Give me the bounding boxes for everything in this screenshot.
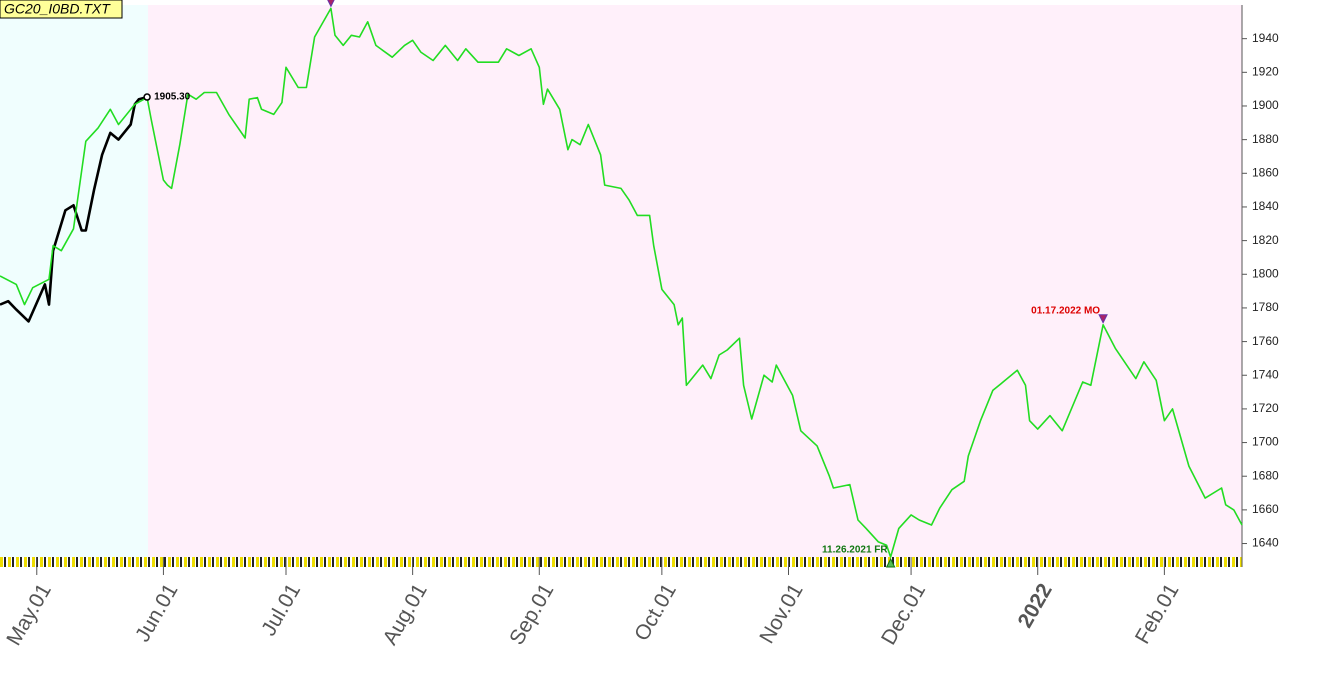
x-tick-label: Nov.01 xyxy=(755,580,807,648)
x-tick-label: Aug.01 xyxy=(379,580,432,649)
annotation-label: 01.17.2022 MO xyxy=(1031,305,1100,316)
x-tick-label: Sep.01 xyxy=(505,580,558,649)
x-tick-label: Jun.01 xyxy=(131,580,182,646)
price-line xyxy=(0,95,148,323)
y-tick-label: 1840 xyxy=(1252,199,1279,213)
y-tick-label: 1900 xyxy=(1252,98,1279,112)
x-tick-label: Dec.01 xyxy=(877,580,930,649)
y-tick-label: 1720 xyxy=(1252,401,1279,415)
x-axis-strip xyxy=(0,557,1242,567)
y-tick-label: 1820 xyxy=(1252,233,1279,247)
y-tick-label: 1760 xyxy=(1252,334,1279,348)
peak-marker xyxy=(327,0,335,8)
price-line xyxy=(0,7,1243,558)
last-value-marker xyxy=(143,93,151,101)
y-tick-label: 1860 xyxy=(1252,165,1279,179)
forecast-background xyxy=(148,5,1242,557)
y-tick-label: 1800 xyxy=(1252,266,1279,280)
x-tick-label: 2022 xyxy=(1014,580,1057,632)
annotation-label: 11.26.2021 FR xyxy=(822,545,888,556)
y-tick-label: 1780 xyxy=(1252,300,1279,314)
y-tick-label: 1680 xyxy=(1252,468,1279,482)
x-tick-label: Oct.01 xyxy=(630,580,681,645)
trough-marker xyxy=(885,557,896,568)
chart-title: GC20_I0BD.TXT xyxy=(4,1,111,17)
history-background xyxy=(0,5,148,557)
y-tick-label: 1700 xyxy=(1252,435,1279,449)
y-tick-label: 1880 xyxy=(1252,132,1279,146)
y-tick-label: 1660 xyxy=(1252,502,1279,516)
y-tick-label: 1740 xyxy=(1252,367,1279,381)
x-tick-label: May.01 xyxy=(2,580,56,650)
y-tick-label: 1920 xyxy=(1252,64,1279,78)
peak-marker xyxy=(1098,314,1108,324)
x-tick-label: Feb.01 xyxy=(1131,580,1184,648)
y-tick-label: 1940 xyxy=(1252,31,1279,45)
annotation-label: 1905.30 xyxy=(154,92,191,103)
title-box xyxy=(0,0,123,19)
y-tick-label: 1640 xyxy=(1252,536,1279,550)
x-tick-label: Jul.01 xyxy=(257,580,305,640)
